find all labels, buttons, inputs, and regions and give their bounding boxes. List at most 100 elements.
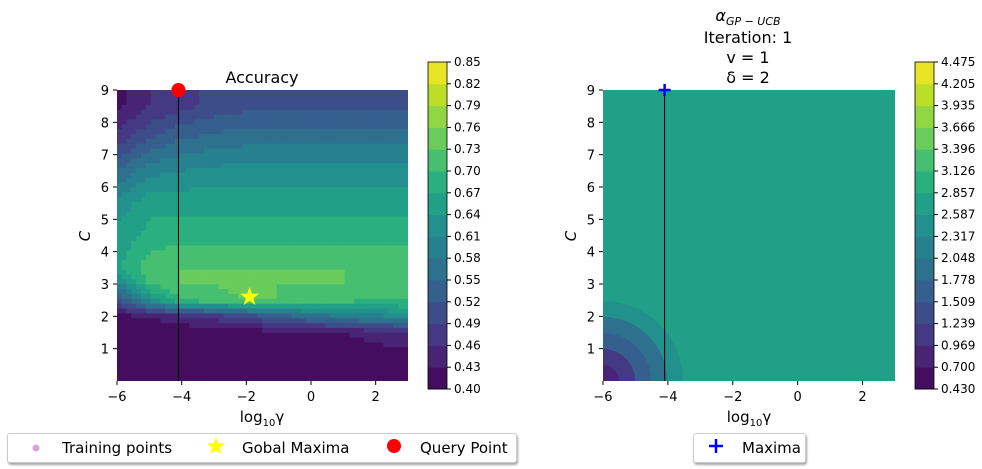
heat-cell [296, 109, 302, 115]
heat-cell [233, 138, 239, 144]
heat-cell [252, 303, 258, 309]
heat-cell [208, 123, 215, 130]
heat-cell [184, 230, 191, 236]
heat-cell [136, 332, 142, 338]
heat-cell [359, 240, 365, 246]
heat-cell [126, 133, 132, 139]
heat-cell [291, 99, 297, 105]
heat-cell [320, 157, 326, 164]
heat-cell [150, 312, 157, 319]
heat-cell [257, 123, 263, 130]
heat-cell [315, 220, 321, 227]
colorbar-band [915, 83, 934, 107]
heat-cell [228, 274, 234, 280]
heat-cell [364, 143, 370, 149]
heat-cell [160, 317, 166, 324]
heat-cell [218, 361, 224, 367]
heat-cell [339, 332, 346, 338]
heat-cell [194, 225, 200, 231]
heat-cell [334, 147, 341, 154]
heat-cell [252, 332, 258, 338]
colorbar-tick-label: 1.239 [941, 317, 975, 331]
heat-cell [165, 332, 171, 338]
heat-cell [136, 133, 142, 139]
heat-cell [310, 109, 317, 115]
heat-cell [276, 307, 283, 314]
heat-cell [398, 181, 404, 188]
heat-cell [189, 240, 195, 246]
heat-cell [393, 293, 399, 299]
heat-cell [373, 274, 380, 280]
heat-cell [320, 177, 326, 183]
heat-cell [320, 356, 326, 362]
heat-cell [208, 162, 215, 168]
heat-cell [402, 113, 408, 120]
heat-cell [364, 138, 370, 144]
colorbar-band [428, 258, 447, 281]
heat-cell [218, 162, 224, 168]
heat-cell [305, 288, 312, 294]
heat-cell [334, 356, 341, 362]
heat-cell [315, 113, 321, 120]
heat-cell [233, 220, 239, 227]
heat-cell [155, 215, 161, 222]
heat-cell [131, 288, 137, 294]
heat-cell [165, 235, 171, 241]
heat-cell [286, 274, 292, 280]
heat-cell [378, 128, 385, 134]
x-tick-label: −6 [107, 390, 126, 405]
heat-cell [194, 201, 200, 207]
heat-cell [140, 109, 147, 115]
heat-cell [325, 220, 331, 227]
heat-cell [339, 341, 346, 348]
heat-cell [174, 341, 181, 348]
heat-cell [305, 157, 312, 164]
heat-cell [257, 317, 263, 324]
heat-cell [354, 157, 360, 164]
heat-cell [349, 307, 355, 314]
heat-cell [398, 278, 404, 285]
heat-cell [150, 147, 157, 154]
heat-cell [349, 90, 355, 96]
heat-cell [247, 327, 254, 333]
heat-cell [276, 240, 283, 246]
heat-cell [330, 210, 336, 217]
heat-cell [145, 138, 152, 144]
heat-cell [286, 191, 292, 197]
heat-cell [189, 206, 195, 212]
heat-cell [286, 133, 292, 139]
heat-cell [194, 332, 200, 338]
heat-cell [315, 181, 321, 188]
heat-cell [364, 322, 370, 328]
colorbar-band [915, 171, 934, 194]
heat-cell [276, 147, 283, 154]
heat-cell [213, 225, 220, 231]
heat-cell [213, 337, 220, 343]
heat-cell [213, 293, 220, 299]
heat-cell [262, 293, 268, 299]
heat-cell [213, 157, 220, 164]
heat-cell [339, 235, 346, 241]
heat-cell [189, 177, 195, 183]
heat-cell [204, 327, 210, 333]
heat-cell [267, 113, 273, 120]
colorbar-tick-label: 2.317 [941, 229, 975, 243]
heat-cell [194, 269, 200, 275]
heat-cell [126, 201, 132, 207]
heat-cell [330, 361, 336, 367]
heat-cell [349, 312, 355, 319]
heat-cell [296, 138, 302, 144]
heat-cell [359, 210, 365, 217]
heat-cell [330, 123, 336, 130]
heat-cell [388, 312, 394, 319]
heat-cell [393, 298, 399, 304]
heat-cell [383, 312, 389, 319]
heat-cell [359, 274, 365, 280]
heat-cell [393, 361, 399, 367]
heat-cell [126, 210, 132, 217]
heat-cell [388, 201, 394, 207]
heat-cell [145, 244, 152, 251]
heat-cell [160, 283, 166, 290]
heat-cell [296, 90, 302, 96]
